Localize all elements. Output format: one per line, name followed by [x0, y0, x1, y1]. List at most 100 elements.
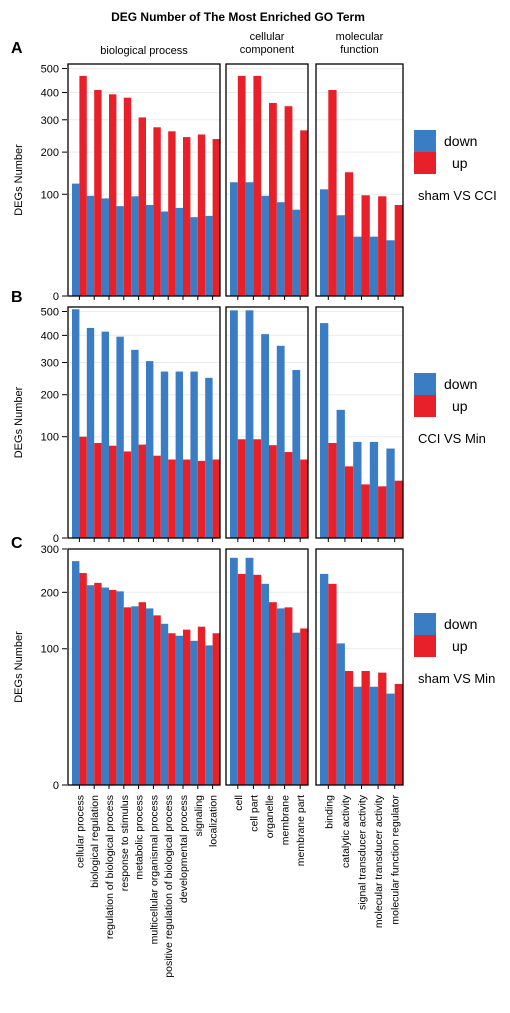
bar-up	[123, 97, 132, 296]
bar-down	[369, 686, 379, 785]
bar-down	[146, 608, 154, 785]
facet-molecular-function	[315, 548, 404, 789]
bar-up	[138, 602, 146, 785]
legend: down up sham VS Min	[414, 613, 495, 686]
bar-down	[72, 309, 80, 538]
x-category-label: localization	[208, 795, 220, 847]
bar-up	[284, 106, 293, 296]
bar-down	[369, 441, 379, 538]
y-tick-label: 500	[41, 306, 59, 318]
bar-up	[79, 436, 87, 538]
bar-up	[153, 127, 161, 296]
x-category-label: signal transducer activity	[357, 794, 369, 910]
x-category-label: response to stimulus	[119, 795, 131, 891]
facet-label: cellular	[250, 31, 285, 43]
legend-label-up: up	[452, 638, 468, 654]
bar-down	[160, 211, 169, 296]
bar-down	[369, 236, 379, 296]
bar-down	[131, 196, 139, 296]
legend-swatch-up	[414, 395, 436, 417]
facet-frame	[67, 63, 221, 297]
y-tick-label: 300	[41, 358, 59, 370]
panel-C: C DEGs Number 0 100 200 300 down up sham VS Min	[11, 535, 495, 792]
x-category-label: regulation of biological process	[104, 795, 116, 939]
bar-down	[261, 334, 269, 538]
bar-down	[86, 195, 95, 296]
bar-up	[328, 442, 337, 538]
y-tick-label: 200	[41, 147, 59, 159]
legend-swatch-up	[414, 635, 436, 657]
bar-up	[361, 195, 370, 296]
facet-cellular-component	[225, 63, 309, 300]
bar-down	[292, 370, 301, 538]
bar-down	[160, 623, 169, 785]
bar-up	[168, 633, 176, 785]
bar-down	[131, 606, 139, 785]
facet-molecular-function	[315, 63, 404, 300]
bar-down	[353, 236, 362, 296]
bar-down	[320, 573, 329, 785]
bar-down	[175, 371, 183, 538]
x-category-label: signaling	[193, 795, 205, 837]
bar-up	[197, 134, 206, 296]
x-category-label: organelle	[264, 795, 276, 838]
y-tick-label: 100	[41, 432, 59, 444]
bar-up	[361, 484, 370, 538]
bar-up	[284, 452, 293, 538]
bar-up	[284, 607, 293, 785]
bar-down	[101, 198, 109, 296]
bar-up	[153, 455, 161, 538]
bar-up	[253, 574, 262, 785]
bar-up	[300, 628, 308, 785]
legend-label-down: down	[444, 376, 477, 392]
x-category-label: multicellular organismal process	[148, 795, 160, 944]
bar-up	[300, 130, 308, 296]
bar-down	[386, 240, 395, 296]
bar-down	[292, 209, 301, 296]
x-category-label: membrane part	[295, 795, 307, 866]
bar-up	[79, 75, 87, 296]
bar-up	[94, 89, 102, 296]
bar-down	[116, 591, 124, 785]
x-category-label: molecular transducer activity	[373, 794, 385, 928]
facet-label: component	[240, 44, 294, 56]
bar-up	[344, 671, 354, 785]
bar-up	[344, 466, 354, 538]
figure-title: DEG Number of The Most Enriched GO Term	[111, 10, 365, 24]
bar-up	[94, 582, 102, 785]
bar-up	[269, 602, 277, 785]
bar-up	[394, 205, 403, 296]
bar-down	[261, 195, 269, 296]
bar-up	[237, 439, 246, 538]
bar-up	[197, 626, 206, 785]
bar-down	[353, 686, 362, 785]
x-category-label: molecular function regulator	[390, 795, 402, 925]
bar-up	[212, 633, 220, 785]
bar-down	[276, 202, 285, 296]
facet-molecular-function	[315, 306, 404, 542]
comparison-label: sham VS CCI	[418, 188, 497, 203]
facet-frame	[67, 306, 221, 539]
bar-down	[230, 182, 238, 296]
y-tick-label: 200	[41, 390, 59, 402]
panel-letter: B	[11, 289, 23, 306]
bar-up	[183, 137, 191, 296]
facet-frame	[315, 306, 404, 539]
bar-up	[109, 94, 117, 297]
bar-up	[168, 131, 176, 296]
bar-down	[86, 585, 95, 785]
facet-frame	[315, 63, 404, 297]
bar-up	[378, 486, 387, 538]
panel-A: A DEGs Number 0 100 200 300 400 500 biological p…	[11, 31, 497, 303]
bar-down	[72, 183, 80, 296]
bar-down	[146, 205, 154, 296]
bar-down	[101, 331, 109, 538]
facet-label: biological process	[100, 45, 188, 57]
y-axis-label: DEGs Number	[13, 144, 25, 216]
bar-down	[320, 323, 329, 538]
bar-up	[138, 444, 146, 538]
bar-up	[394, 683, 403, 785]
bar-up	[378, 672, 387, 785]
bar-down	[336, 215, 345, 296]
y-tick-label: 500	[41, 64, 59, 76]
